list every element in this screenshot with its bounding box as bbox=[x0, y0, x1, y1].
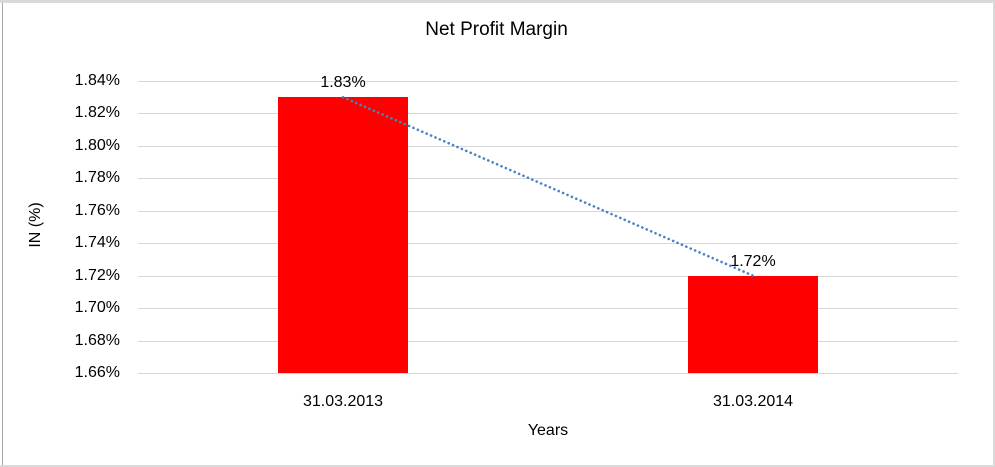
y-axis-tick-label: 1.68% bbox=[74, 331, 120, 349]
y-axis-tick-label: 1.84% bbox=[74, 72, 120, 89]
gridline bbox=[138, 308, 958, 310]
frame-left-border bbox=[2, 3, 3, 465]
y-axis-tick-label: 1.78% bbox=[74, 169, 120, 187]
data-label: 1.72% bbox=[730, 252, 776, 270]
y-axis-tick-label: 1.72% bbox=[74, 266, 120, 284]
gridline bbox=[138, 340, 958, 342]
gridline bbox=[138, 178, 958, 180]
gridline bbox=[138, 113, 958, 115]
plot-area bbox=[138, 81, 958, 374]
bar-31.03.2014 bbox=[688, 275, 818, 373]
y-axis-tick-label: 1.76% bbox=[74, 201, 120, 219]
x-axis-title: Years bbox=[527, 422, 569, 439]
gridline bbox=[138, 275, 958, 277]
gridline bbox=[138, 81, 958, 82]
gridline bbox=[138, 145, 958, 147]
y-axis-tick-label: 1.66% bbox=[74, 364, 120, 381]
y-axis-tick-label: 1.70% bbox=[74, 299, 120, 317]
data-label: 1.83% bbox=[320, 74, 366, 92]
y-axis-tick-label: 1.82% bbox=[74, 104, 120, 122]
x-axis-category-label: 31.03.2014 bbox=[712, 393, 794, 410]
gridline bbox=[138, 373, 958, 374]
x-axis-category-label: 31.03.2013 bbox=[302, 393, 384, 410]
gridline bbox=[138, 210, 958, 212]
chart-title: Net Profit Margin bbox=[425, 19, 568, 40]
y-axis-tick-label: 1.74% bbox=[74, 234, 120, 252]
gridline bbox=[138, 243, 958, 245]
y-axis-tick-label: 1.80% bbox=[74, 136, 120, 154]
bar-31.03.2013 bbox=[278, 97, 408, 373]
